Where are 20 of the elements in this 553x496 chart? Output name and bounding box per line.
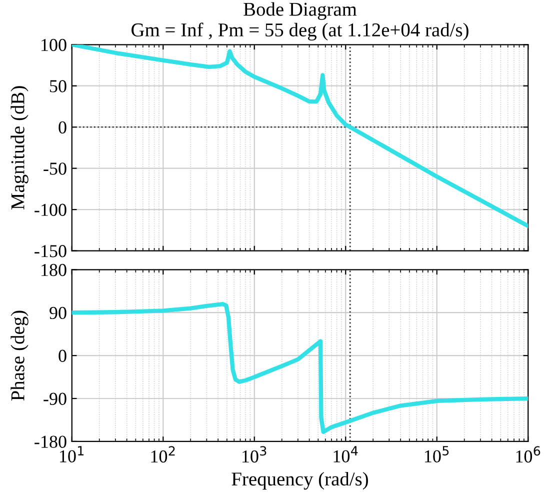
y-tick-label: 50 [50, 80, 66, 92]
y-tick-label: -90 [44, 392, 66, 405]
y-axis-title: Magnitude (dB) [10, 86, 28, 210]
y-tick-label: 100 [42, 38, 66, 52]
y-tick-label: 180 [42, 264, 66, 276]
x-tick-label: 10$^{5}$ [425, 446, 449, 462]
chart-title: Bode Diagram Gm = Inf , Pm = 55 deg (at 1.12e+04 rad/s) [132, 2, 468, 40]
y-tick-label: -150 [34, 245, 66, 258]
y-tick-label: -180 [34, 436, 66, 448]
x-tick-label: 10$^{6}$ [516, 446, 540, 463]
y-tick-label: -50 [44, 162, 66, 175]
y-tick-label: -100 [34, 204, 66, 216]
x-tick-label: 10$^{3}$ [242, 446, 266, 463]
x-tick-label: 10$^{2}$ [151, 446, 175, 463]
y-tick-label: 0 [58, 121, 66, 134]
x-tick-label: 10$^{4}$ [334, 446, 358, 462]
y-tick-label: 90 [50, 306, 66, 320]
x-axis-title: Frequency (rad/s) [232, 472, 368, 490]
y-tick-label: 0 [58, 350, 66, 362]
y-axis-title: Phase (deg) [10, 310, 28, 401]
